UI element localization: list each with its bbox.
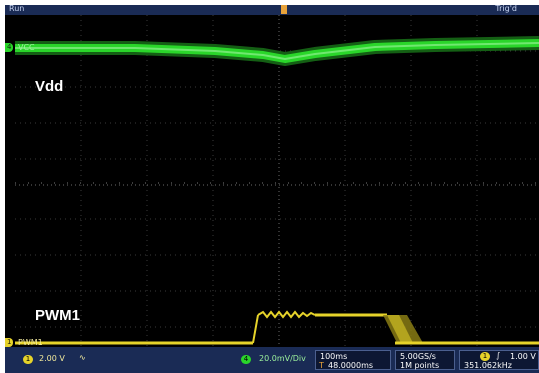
ch4-trace-label: VCC <box>18 43 35 52</box>
graticule-center <box>15 15 539 347</box>
vcc-trace <box>15 36 539 66</box>
trigger-level: 1.00 V <box>510 352 536 361</box>
waveform-screen <box>15 15 539 347</box>
trigger-position-marker[interactable] <box>281 5 287 14</box>
timebase-readout[interactable]: 100ms T 48.0000ms <box>315 350 391 370</box>
ch1-badge[interactable]: 1 <box>23 355 33 364</box>
channel-marker-strip <box>5 15 15 347</box>
trigger-slope-icon: ∫ <box>496 351 501 360</box>
vdd-annotation: Vdd <box>35 78 64 95</box>
graticule-grid <box>15 15 539 347</box>
pwm1-annotation: PWM1 <box>35 307 80 324</box>
timebase-position-marker: T <box>319 361 324 370</box>
ch4-scale[interactable]: 20.0mV/Div <box>259 354 306 363</box>
sample-rate: 5.00GS/s <box>400 352 436 361</box>
pwm1-trace <box>15 310 539 345</box>
top-status-bar: Run Trig'd <box>5 4 539 15</box>
trigger-readout[interactable]: 1 ∫ 1.00 V 351.062kHz <box>459 350 539 370</box>
graticule-and-traces <box>15 15 539 347</box>
trigger-status: Trig'd <box>495 4 517 13</box>
ch1-trace-label: PWM1 <box>18 338 43 347</box>
record-length: 1M points <box>400 361 440 370</box>
ch1-coupling-icon: ∿ <box>79 353 86 362</box>
timebase-scale: 100ms <box>320 352 348 361</box>
ch1-scale[interactable]: 2.00 V <box>39 354 65 363</box>
trigger-source-badge: 1 <box>480 352 490 361</box>
timebase-position: 48.0000ms <box>328 361 374 370</box>
ch1-ground-marker[interactable]: 1 <box>5 338 14 347</box>
trigger-frequency: 351.062kHz <box>464 361 512 370</box>
bottom-status-bar: 1 2.00 V ∿ 4 20.0mV/Div 100ms T 48.0000m… <box>5 347 539 373</box>
ch4-ground-marker[interactable]: 4 <box>5 43 14 52</box>
acquisition-readout[interactable]: 5.00GS/s 1M points <box>395 350 455 370</box>
acquisition-run-status[interactable]: Run <box>9 4 25 13</box>
ch4-badge[interactable]: 4 <box>241 355 251 364</box>
